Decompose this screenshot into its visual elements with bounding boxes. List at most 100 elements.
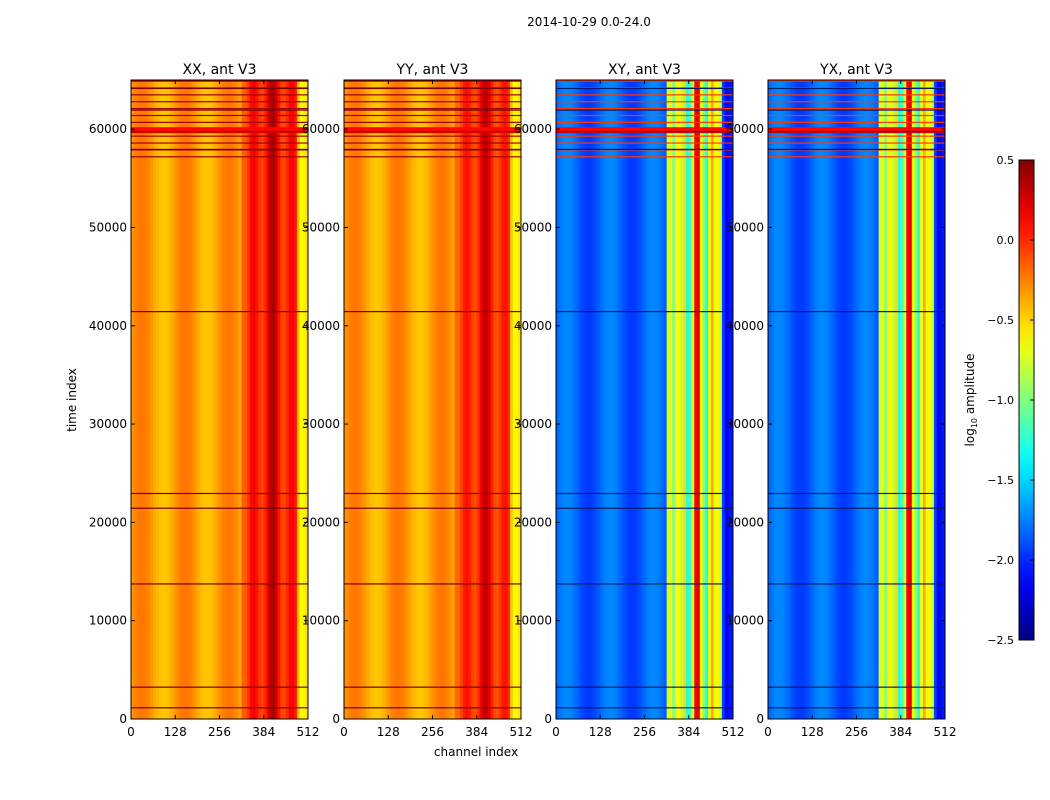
heatmap-column	[770, 80, 775, 719]
heatmap-column	[200, 80, 204, 719]
heatmap-column	[360, 80, 364, 719]
heatmap-column	[382, 80, 387, 719]
heatmap-column	[564, 80, 568, 719]
heatmap-column	[222, 80, 226, 719]
y-tick-label: 20000	[514, 515, 552, 529]
colorbar-label: log10 amplitude	[963, 354, 979, 447]
colorbar-tick-label: −2.0	[987, 554, 1014, 567]
heatmap-column	[219, 80, 223, 719]
heatmap-column	[837, 80, 841, 719]
flag-line	[344, 142, 521, 144]
y-tick-label: 60000	[89, 122, 127, 136]
heatmap-column	[878, 80, 882, 719]
heatmap-column	[776, 80, 780, 719]
flag-line	[344, 108, 521, 110]
heatmap-column	[161, 80, 165, 719]
heatmap-column	[820, 80, 824, 719]
y-tick-label: 0	[332, 712, 340, 726]
heatmap-column	[806, 80, 811, 719]
flagged-row	[768, 87, 945, 90]
y-tick-label: 60000	[514, 122, 552, 136]
heatmap-column	[784, 80, 788, 719]
heatmap-column	[421, 80, 425, 719]
x-tick-label: 128	[164, 725, 187, 739]
heatmap-column	[496, 80, 500, 719]
flagged-row	[556, 707, 733, 709]
flag-line	[131, 156, 308, 158]
heatmap-column	[644, 80, 648, 719]
heatmap-column	[787, 80, 791, 719]
x-tick-label: 128	[589, 725, 612, 739]
heatmap-column	[859, 80, 863, 719]
heatmap-column	[393, 80, 398, 719]
panel-title: XX, ant V3	[183, 62, 257, 78]
heatmap-column	[914, 80, 918, 719]
heatmap-column	[650, 80, 654, 719]
x-tick-label: 0	[552, 725, 560, 739]
heatmap-column	[186, 80, 190, 719]
flagged-row	[131, 109, 308, 111]
panel-2: XY, ant V3 0 128 256 384 512 0 10000 20000 30000 4…	[514, 62, 745, 739]
heatmap-column	[906, 80, 910, 719]
heatmap-column	[647, 80, 651, 719]
heatmap-column	[603, 80, 607, 719]
heatmap-column	[440, 80, 445, 719]
heatmap-column	[512, 80, 517, 719]
flagged-row	[556, 148, 733, 151]
heatmap-column	[558, 80, 563, 719]
panel-title: YY, ant V3	[396, 62, 469, 78]
heatmap-column	[285, 80, 290, 719]
heatmap-column	[305, 80, 308, 719]
heatmap-column	[280, 80, 284, 719]
heatmap-column	[346, 80, 351, 719]
heatmap-column	[727, 80, 731, 719]
heatmap-column	[194, 80, 198, 719]
flag-line	[344, 94, 521, 96]
heatmap-column	[589, 80, 593, 719]
heatmap-column	[460, 80, 464, 719]
flagged-row	[768, 109, 945, 111]
flag-line	[344, 101, 521, 103]
flag-line	[556, 135, 733, 137]
heatmap-column	[716, 80, 720, 719]
heatmap-column	[834, 80, 838, 719]
heatmap-column	[487, 80, 492, 719]
colorbar: 0.5 0.0 −0.5 −1.0 −1.5 −2.0 −2.5	[987, 154, 1035, 647]
flagged-row	[556, 686, 733, 688]
heatmap-column	[779, 80, 783, 719]
heatmap-column	[473, 80, 478, 719]
flag-line	[131, 101, 308, 103]
heatmap-column	[892, 80, 896, 719]
x-tick-label: 384	[677, 725, 700, 739]
flag-line	[768, 156, 945, 158]
heatmap-column	[438, 80, 442, 719]
heatmap-image	[131, 80, 308, 719]
heatmap-column	[269, 80, 273, 719]
heatmap-column	[625, 80, 629, 719]
heatmap-column	[144, 80, 149, 719]
heatmap-column	[694, 80, 698, 719]
heatmap-column	[155, 80, 160, 719]
flagged-row	[131, 686, 308, 688]
heatmap-column	[349, 80, 353, 719]
y-tick-label: 40000	[514, 319, 552, 333]
heatmap-column	[238, 80, 243, 719]
heatmap-column	[591, 80, 596, 719]
flagged-row	[768, 131, 945, 133]
heatmap-column	[792, 80, 797, 719]
heatmap-column	[839, 80, 844, 719]
heatmap-column	[180, 80, 185, 719]
y-tick-label: 60000	[726, 122, 764, 136]
heatmap-column	[490, 80, 494, 719]
flagged-row	[131, 507, 308, 509]
heatmap-column	[283, 80, 287, 719]
flag-line	[556, 101, 733, 103]
heatmap-column	[211, 80, 215, 719]
heatmap-column	[213, 80, 218, 719]
heatmap-column	[266, 80, 270, 719]
panel-1: YY, ant V3 0 128 256 384 512 0 10000 20000 30000 4…	[302, 62, 533, 739]
flagged-row	[556, 507, 733, 509]
heatmap-column	[493, 80, 497, 719]
x-tick-label: 384	[465, 725, 488, 739]
heatmap-column	[263, 80, 268, 719]
